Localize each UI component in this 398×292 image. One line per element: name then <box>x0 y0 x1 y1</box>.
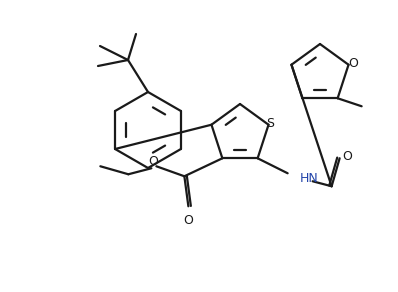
Text: O: O <box>349 57 359 70</box>
Text: O: O <box>343 150 353 163</box>
Text: O: O <box>148 155 158 168</box>
Text: HN: HN <box>300 172 318 185</box>
Text: S: S <box>267 117 275 130</box>
Text: O: O <box>183 214 193 227</box>
